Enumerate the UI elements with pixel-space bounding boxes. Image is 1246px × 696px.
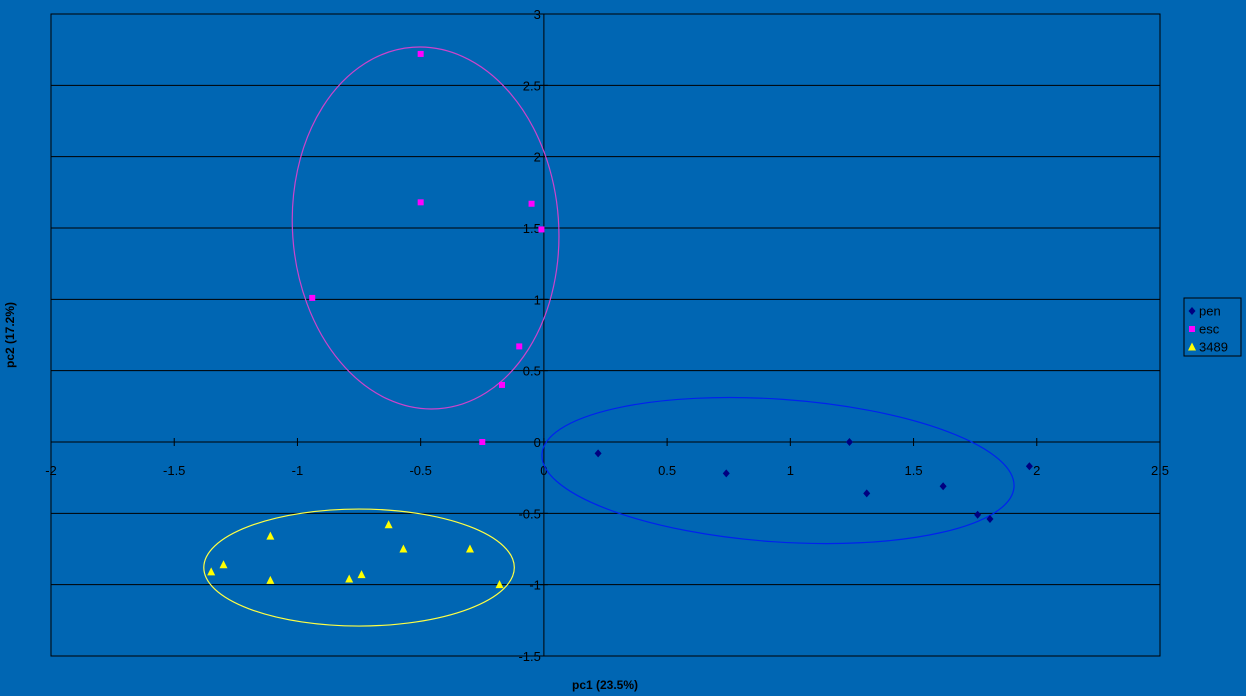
x-tick-label: 2.5 [1151, 463, 1169, 478]
point-pen [1025, 462, 1033, 471]
x-tick-label: 0.5 [658, 463, 676, 478]
point-esc [528, 200, 535, 207]
y-tick-label: 3 [534, 7, 541, 22]
legend-marker-esc [1189, 326, 1195, 332]
point-3489 [266, 575, 275, 584]
point-3489 [495, 580, 504, 589]
point-esc [516, 343, 523, 350]
point-pen [863, 489, 871, 498]
x-tick-label: -1.5 [163, 463, 185, 478]
cluster-ellipse-pen [541, 396, 1015, 545]
legend-label-3489: 3489 [1199, 340, 1228, 355]
x-tick-label: -1 [292, 463, 304, 478]
y-tick-label: 1 [534, 292, 541, 307]
point-esc [479, 439, 486, 445]
point-3489 [357, 570, 366, 579]
point-pen [986, 515, 994, 524]
point-pen [939, 482, 947, 491]
point-3489 [399, 544, 408, 553]
y-tick-label: 0.5 [523, 364, 541, 379]
cluster-ellipse-esc [291, 46, 560, 410]
legend-marker-pen [1188, 307, 1196, 315]
y-tick-label: 2 [534, 150, 541, 165]
point-pen [974, 510, 982, 519]
legend-marker-3489 [1188, 342, 1196, 351]
y-tick-label: -1.5 [518, 649, 540, 664]
point-esc [417, 199, 424, 206]
point-3489 [384, 520, 393, 529]
point-pen [845, 438, 853, 446]
x-tick-label: -0.5 [409, 463, 431, 478]
plot-area-frame [50, 13, 1161, 657]
cluster-ellipse-3489 [203, 508, 515, 627]
y-tick-label: -0.5 [518, 506, 540, 521]
x-tick-label: 0 [540, 463, 547, 478]
legend: pen esc 3489 [1183, 297, 1242, 357]
point-esc [498, 381, 505, 388]
point-pen [594, 449, 602, 458]
x-tick-label: 1.5 [905, 463, 923, 478]
y-axis-title: pc2 (17.2%) [3, 302, 17, 368]
point-3489 [207, 567, 216, 576]
legend-label-esc: esc [1199, 322, 1220, 337]
cluster-ellipses [203, 46, 1015, 627]
point-esc [417, 50, 424, 57]
legend-label-pen: pen [1199, 304, 1221, 319]
x-axis-title: pc1 (23.5%) [572, 678, 638, 692]
data-points [207, 50, 1033, 589]
gridlines [51, 84, 1160, 586]
y-tick-label: 2.5 [523, 78, 541, 93]
point-esc [538, 226, 545, 233]
point-3489 [465, 544, 474, 553]
y-tick-label: -1 [529, 578, 541, 593]
tick-labels: -2 -1.5 -1 -0.5 0 0.5 1 1.5 2 2.5 -1.5 -1 -0.5 0 0.5 1 1… [45, 7, 1169, 664]
x-tick-label: -2 [45, 463, 57, 478]
point-esc [309, 294, 316, 301]
x-tick-label: 1 [787, 463, 794, 478]
axes [50, 13, 1161, 657]
point-3489 [219, 560, 228, 569]
point-3489 [266, 531, 275, 540]
x-tick-label: 2 [1033, 463, 1040, 478]
y-tick-label: 0 [534, 435, 541, 450]
point-3489 [345, 574, 354, 583]
point-pen [722, 469, 730, 478]
y-tick-label: 1.5 [523, 221, 541, 236]
